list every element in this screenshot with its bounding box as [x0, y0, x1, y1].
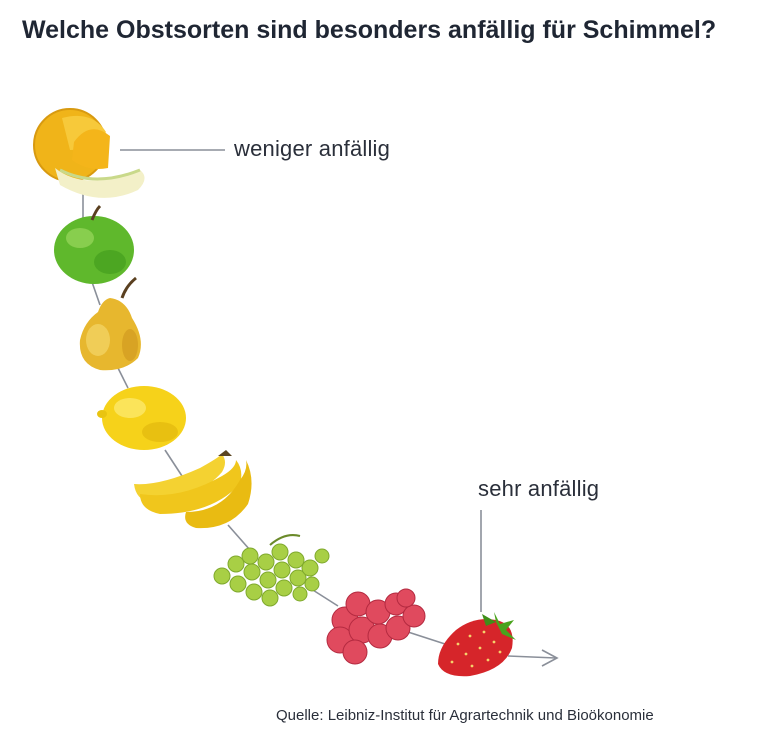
source-note: Quelle: Leibniz-Institut für Agrartechni… — [276, 707, 654, 724]
bananas-image — [134, 450, 252, 529]
apple-image — [54, 204, 134, 284]
lemon-image — [97, 386, 186, 450]
label-very-susceptible: sehr anfällig — [478, 476, 600, 501]
label-less-susceptible: weniger anfällig — [234, 136, 391, 161]
pear-image — [79, 276, 141, 371]
strawberry-image — [438, 612, 516, 677]
chart-title: Welche Obstsorten sind besonders anfälli… — [22, 16, 717, 44]
raspberries-image — [326, 588, 426, 665]
grapes-image — [213, 534, 330, 607]
melon-orange-image — [33, 108, 145, 198]
